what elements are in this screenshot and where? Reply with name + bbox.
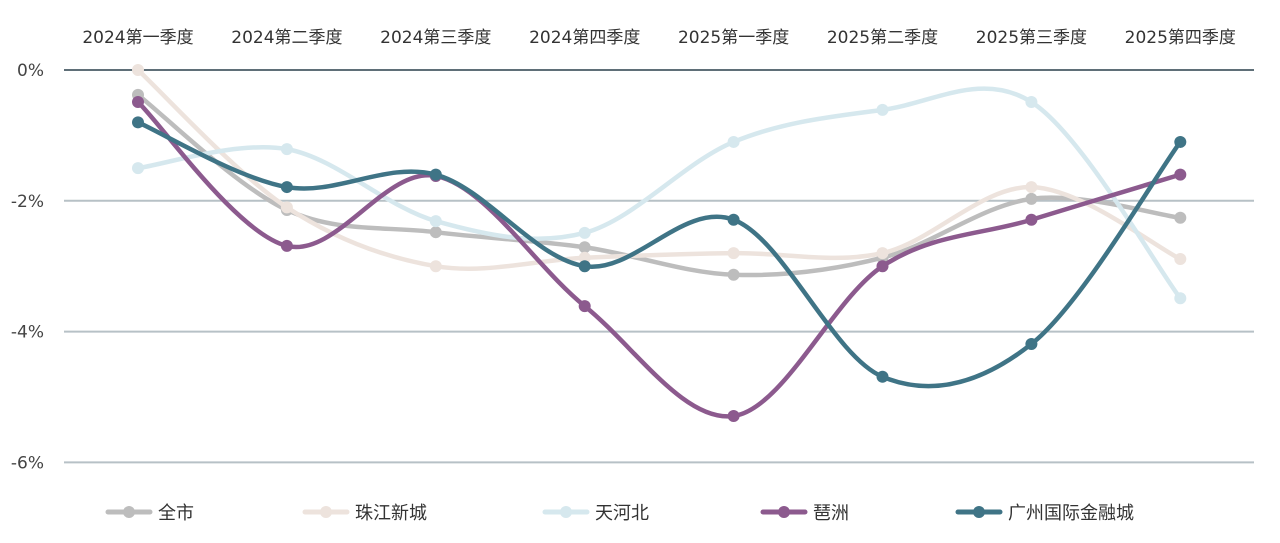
data-point (429, 260, 442, 273)
data-point (876, 370, 889, 383)
legend-label: 广州国际金融城 (1008, 503, 1134, 524)
series-2 (132, 86, 1187, 305)
legend-item: 全市 (105, 503, 194, 524)
data-point (1025, 338, 1038, 351)
data-point (578, 260, 591, 273)
category-label: 2025第一季度 (678, 28, 789, 48)
y-tick-label: -2% (11, 192, 44, 212)
data-point (429, 226, 442, 239)
legend-marker (778, 506, 790, 518)
data-point (1174, 253, 1187, 266)
legend-label: 琶洲 (813, 503, 849, 524)
data-point (578, 251, 591, 264)
data-point (429, 215, 442, 228)
data-point (727, 247, 740, 260)
legend-item: 珠江新城 (302, 503, 427, 524)
series-1 (132, 64, 1187, 273)
series-line (135, 86, 1183, 301)
data-point (1174, 211, 1187, 224)
y-tick-labels: 0% -2% -4% -6% (11, 61, 44, 473)
legend-marker (973, 506, 985, 518)
legend-label: 天河北 (595, 503, 649, 524)
data-point (1174, 168, 1187, 181)
data-point (280, 201, 293, 214)
data-point (280, 181, 293, 194)
y-tick-label: -6% (11, 453, 44, 473)
series-3 (132, 96, 1187, 422)
category-label: 2025第三季度 (976, 28, 1087, 48)
legend-label: 珠江新城 (355, 503, 427, 524)
category-label: 2024第四季度 (529, 28, 640, 48)
data-point (1025, 213, 1038, 226)
legend-item: 天河北 (542, 503, 649, 524)
data-point (132, 64, 144, 76)
series-4 (132, 116, 1187, 389)
data-point (876, 103, 889, 116)
data-point (1174, 135, 1187, 148)
data-point (280, 143, 293, 156)
category-label: 2024第二季度 (231, 28, 342, 48)
category-label: 2025第四季度 (1125, 28, 1236, 48)
legend-item: 广州国际金融城 (955, 503, 1134, 524)
category-label: 2024第三季度 (380, 28, 491, 48)
data-point (578, 300, 591, 313)
legend-marker (320, 506, 332, 518)
series-lines (132, 64, 1187, 422)
y-tick-label: 0% (17, 61, 44, 81)
data-point (727, 135, 740, 148)
data-point (132, 162, 144, 175)
series-line (135, 99, 1183, 419)
data-point (1025, 96, 1038, 109)
legend-item: 琶洲 (760, 503, 849, 524)
data-point (578, 226, 591, 239)
data-point (876, 247, 889, 260)
category-label: 2025第二季度 (827, 28, 938, 48)
data-point (132, 96, 144, 109)
data-point (1174, 292, 1187, 305)
data-point (280, 239, 293, 252)
legend-marker (123, 506, 135, 518)
legend-marker (560, 506, 572, 518)
legend: 全市 珠江新城 天河北 琶洲 广州国际金融城 (105, 503, 1134, 524)
category-labels: 2024第一季度 2024第二季度 2024第三季度 2024第四季度 2025第一季度… (82, 28, 1236, 48)
data-point (727, 268, 740, 281)
data-point (429, 168, 442, 181)
data-point (1025, 192, 1038, 205)
data-point (1025, 181, 1038, 194)
data-point (578, 241, 591, 254)
data-point (132, 116, 144, 129)
y-tick-label: -4% (11, 323, 44, 343)
data-point (727, 409, 740, 422)
data-point (876, 260, 889, 273)
gridlines (64, 69, 1254, 464)
legend-label: 全市 (158, 503, 194, 524)
data-point (727, 213, 740, 226)
category-label: 2024第一季度 (82, 28, 193, 48)
